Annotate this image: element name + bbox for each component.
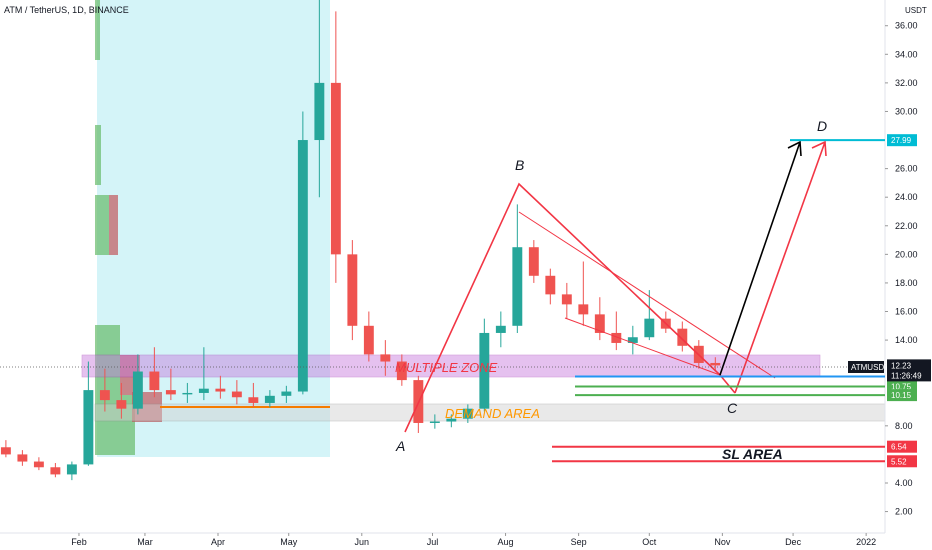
candle-body	[99, 390, 110, 401]
candle-body	[710, 362, 721, 366]
y-tick-label: 20.00	[895, 249, 918, 259]
candle-body	[347, 254, 358, 326]
last-price: 12.23	[891, 361, 912, 370]
symbol-tag	[848, 361, 884, 373]
candle-body	[33, 461, 44, 468]
x-tick-label: 2022	[856, 537, 876, 547]
candles	[0, 0, 721, 481]
candle-body	[495, 325, 506, 333]
y-tick-label: 18.00	[895, 278, 918, 288]
x-tick-label: Apr	[211, 537, 225, 547]
candle-body	[149, 371, 160, 391]
x-tick-label: Sep	[571, 537, 587, 547]
candle-body	[314, 82, 325, 141]
candle-body	[231, 391, 242, 398]
y-tick-label: 24.00	[895, 192, 918, 202]
level-tag	[887, 440, 917, 453]
candle-body	[66, 464, 77, 475]
candle-body	[17, 454, 28, 462]
candle-body	[528, 247, 539, 276]
candle-body	[297, 140, 308, 392]
x-tick-label: Feb	[71, 537, 87, 547]
candle-body	[644, 318, 655, 338]
multiple-zone-label: MULTIPLE ZONE	[395, 360, 498, 375]
level-tag	[887, 455, 917, 468]
last-price-tag	[887, 359, 931, 382]
candle-body	[132, 371, 143, 409]
y-tick-label: 2.00	[895, 507, 913, 517]
demand-label: DEMAND AREA	[445, 406, 540, 421]
candle-body	[545, 275, 556, 295]
countdown: 11:26:49	[891, 371, 922, 380]
candle-body	[330, 82, 341, 255]
y-tick-label: 34.00	[895, 49, 918, 59]
candle-body	[578, 304, 589, 315]
x-tick-label: Dec	[785, 537, 802, 547]
candle-body	[594, 314, 605, 333]
x-tick-label: Oct	[642, 537, 657, 547]
x-tick-label: Jul	[427, 537, 439, 547]
candle-body	[264, 395, 275, 403]
candle-body	[83, 390, 94, 465]
level-label: 27.99	[891, 136, 912, 145]
candle-body	[0, 447, 11, 455]
candle-body	[561, 294, 572, 305]
level-label: 6.54	[891, 443, 907, 452]
candle-body	[165, 390, 176, 395]
y-tick-label: 4.00	[895, 478, 913, 488]
candle-body	[380, 354, 391, 362]
level-label: 10.15	[891, 391, 912, 400]
y-tick-label: 8.00	[895, 421, 913, 431]
candle-body	[429, 421, 440, 423]
symbol-label: ATMUSDT	[851, 363, 889, 372]
candle-body	[462, 408, 473, 419]
y-tick-label: 26.00	[895, 164, 918, 174]
candle-body	[281, 391, 292, 396]
multiple-zone	[81, 354, 821, 378]
label-d: D	[817, 118, 827, 134]
x-tick-label: May	[280, 537, 298, 547]
chart-title: ATM / TetherUS, 1D, BINANCE	[4, 5, 129, 15]
x-tick-label: Nov	[714, 537, 731, 547]
y-tick-label: 36.00	[895, 21, 918, 31]
pattern-drawings	[404, 140, 827, 433]
level-tag	[887, 389, 917, 402]
candle-body	[182, 392, 193, 395]
level-label: 10.75	[891, 383, 912, 392]
candle-body	[446, 418, 457, 422]
candle-body	[611, 332, 622, 343]
level-tag	[887, 134, 917, 147]
y-tick-label: 22.00	[895, 221, 918, 231]
y-tick-label: 32.00	[895, 78, 918, 88]
x-tick-label: Jun	[355, 537, 370, 547]
label-c: C	[727, 400, 738, 416]
candle-body	[248, 397, 259, 403]
currency: USDT	[905, 6, 927, 15]
sl-label: SL AREA	[722, 446, 783, 462]
candle-body	[627, 337, 638, 343]
x-tick-label: Mar	[137, 537, 153, 547]
candle-body	[512, 247, 523, 326]
x-tick-label: Aug	[498, 537, 514, 547]
y-tick-label: 30.00	[895, 106, 918, 116]
y-tick-label: 16.00	[895, 307, 918, 317]
candle-body	[363, 325, 374, 355]
candle-body	[677, 328, 688, 346]
label-b: B	[515, 157, 524, 173]
candle-body	[198, 388, 209, 393]
label-a: A	[395, 438, 405, 454]
candle-body	[50, 467, 61, 475]
candle-body	[215, 388, 226, 392]
level-label: 5.52	[891, 457, 907, 466]
candle-body	[116, 400, 127, 409]
y-tick-label: 14.00	[895, 335, 918, 345]
candle-body	[479, 332, 490, 409]
candle-body	[396, 361, 407, 381]
